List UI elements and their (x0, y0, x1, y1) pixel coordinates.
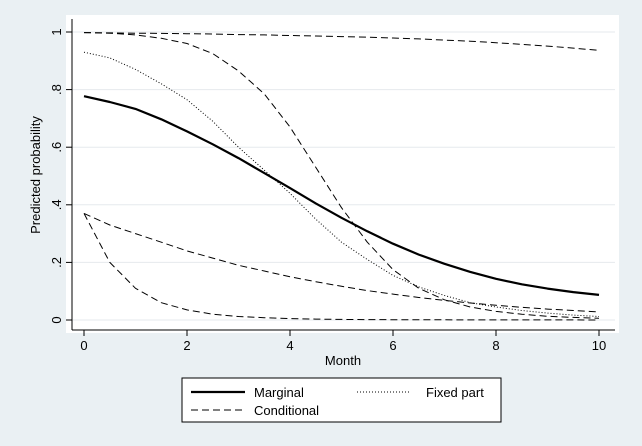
y-tick-label: .2 (49, 257, 64, 268)
series-lines (83, 32, 600, 321)
y-axis-label: Predicted probability (28, 116, 43, 234)
series-line-conditional-3 (83, 32, 600, 319)
x-tick-label: 6 (389, 338, 396, 353)
y-tick-label: 1 (49, 28, 64, 35)
plot-background (66, 15, 619, 333)
y-tick-label: .6 (49, 142, 64, 153)
series-line-conditional-5 (83, 213, 600, 321)
x-tick-label: 10 (592, 338, 606, 353)
series-line-conditional-4 (83, 212, 600, 313)
x-tick-label: 2 (183, 338, 190, 353)
x-axis-label: Month (325, 353, 361, 368)
ticks: 0.2.4.6.810 2 4 6 8 10 (49, 28, 606, 353)
legend: Marginal Fixed part Conditional (181, 377, 502, 423)
y-tick-label: .4 (49, 199, 64, 210)
x-tick-label: 4 (286, 338, 293, 353)
series-line-marginal-0 (83, 95, 600, 296)
x-tick-label: 8 (492, 338, 499, 353)
series-line-fixed-part-1 (83, 51, 600, 317)
y-tick-label: .8 (49, 84, 64, 95)
series-line-conditional-2 (83, 32, 600, 51)
x-tick-label: 0 (80, 338, 87, 353)
legend-label-conditional: Conditional (254, 403, 319, 418)
legend-box (181, 377, 502, 423)
legend-label-fixed-part: Fixed part (426, 385, 484, 400)
axes (71, 19, 615, 331)
legend-label-marginal: Marginal (254, 385, 304, 400)
y-tick-label: 0 (49, 316, 64, 323)
